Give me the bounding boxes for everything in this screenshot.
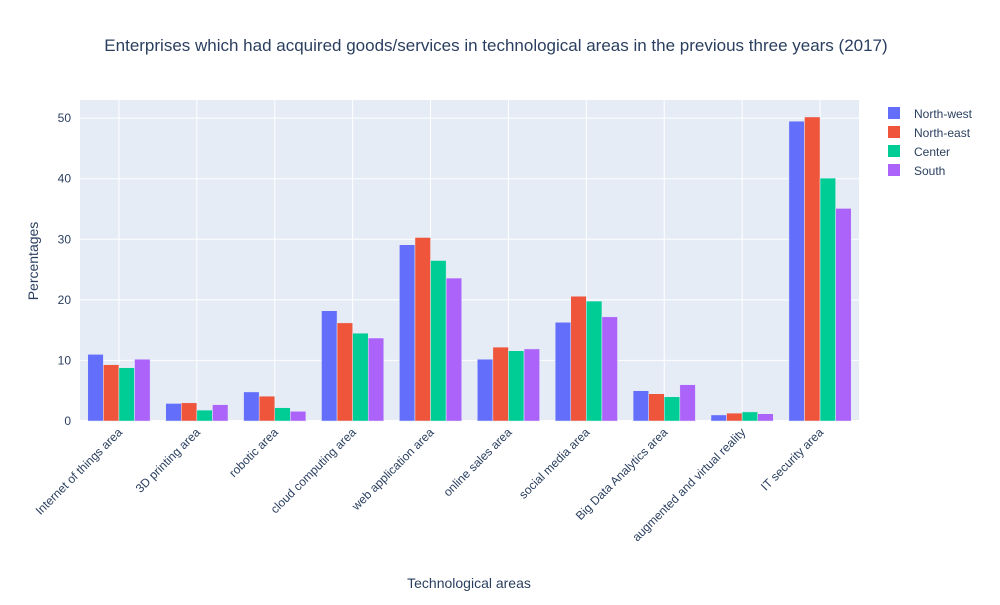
bars [87, 116, 852, 422]
legend[interactable]: North-west North-east Center South [888, 107, 973, 178]
legend-item-north-west[interactable]: North-west [888, 107, 973, 121]
legend-item-center[interactable]: Center [888, 145, 950, 159]
bar-north-east[interactable] [258, 395, 276, 422]
y-tick-label: 0 [64, 414, 71, 428]
legend-swatch [888, 107, 900, 119]
bar-north-west[interactable] [87, 354, 104, 422]
x-tick-label: online sales area [441, 425, 515, 499]
x-tick-label: web application area [348, 425, 437, 514]
bar-south[interactable] [212, 404, 229, 422]
bar-north-west[interactable] [243, 391, 260, 422]
bar-north-west[interactable] [788, 120, 805, 422]
x-tick-label: 3D printing area [133, 425, 204, 496]
bar-north-west[interactable] [554, 322, 572, 422]
bar-north-west[interactable] [477, 358, 494, 422]
x-axis-ticks: Internet of things area 3D printing area r… [33, 425, 827, 544]
bar-south[interactable] [367, 337, 385, 422]
bar-north-west[interactable] [321, 310, 338, 422]
legend-swatch [888, 126, 900, 138]
bar-north-west[interactable] [165, 403, 182, 422]
y-tick-label: 40 [58, 172, 72, 186]
bar-center[interactable] [664, 396, 681, 422]
bar-south[interactable] [835, 208, 852, 422]
x-tick-label: Internet of things area [33, 425, 126, 518]
chart-title: Enterprises which had acquired goods/ser… [104, 36, 887, 55]
bar-north-east[interactable] [804, 116, 821, 422]
y-tick-label: 20 [58, 293, 72, 307]
bar-north-east[interactable] [570, 295, 587, 422]
legend-item-south[interactable]: South [888, 164, 945, 178]
bar-south[interactable] [290, 411, 307, 422]
x-tick-label: IT security area [758, 425, 826, 493]
bar-south[interactable] [679, 384, 696, 422]
y-tick-label: 10 [58, 353, 72, 367]
bar-south[interactable] [445, 277, 462, 422]
legend-label: North-west [914, 107, 973, 121]
legend-swatch [888, 164, 900, 176]
x-tick-label: robotic area [226, 425, 281, 480]
bar-center[interactable] [430, 260, 447, 422]
bar-north-east[interactable] [103, 364, 120, 422]
bar-center[interactable] [274, 407, 291, 422]
bar-north-west[interactable] [710, 414, 727, 422]
y-axis-label: Percentages [25, 222, 41, 301]
bar-north-east[interactable] [648, 393, 665, 422]
legend-label: North-east [914, 126, 971, 140]
x-axis-label: Technological areas [407, 575, 531, 591]
x-tick-label: social media area [516, 425, 593, 502]
bar-center[interactable] [586, 300, 603, 422]
bar-south[interactable] [523, 348, 540, 422]
bar-north-east[interactable] [181, 402, 198, 422]
bar-north-west[interactable] [399, 244, 416, 422]
bar-north-east[interactable] [414, 237, 431, 422]
plot-background [80, 100, 859, 421]
bar-center[interactable] [352, 332, 369, 422]
bar-center[interactable] [741, 411, 758, 422]
bar-north-east[interactable] [492, 346, 509, 422]
bar-south[interactable] [601, 316, 618, 422]
legend-swatch [888, 145, 900, 157]
bar-center[interactable] [508, 350, 525, 422]
bar-north-east[interactable] [726, 412, 743, 422]
y-tick-label: 50 [58, 111, 72, 125]
bar-center[interactable] [819, 177, 836, 422]
legend-label: Center [914, 145, 950, 159]
bar-north-east[interactable] [336, 322, 353, 422]
legend-label: South [914, 164, 945, 178]
bar-north-west[interactable] [632, 390, 649, 422]
x-tick-label: cloud computing area [268, 425, 359, 516]
bar-center[interactable] [196, 409, 213, 422]
y-tick-label: 30 [58, 232, 72, 246]
bar-south[interactable] [757, 413, 774, 422]
bar-center[interactable] [118, 367, 135, 422]
y-axis-ticks: 0 10 20 30 40 50 [58, 111, 72, 428]
legend-item-north-east[interactable]: North-east [888, 126, 971, 140]
bar-south[interactable] [134, 358, 151, 422]
